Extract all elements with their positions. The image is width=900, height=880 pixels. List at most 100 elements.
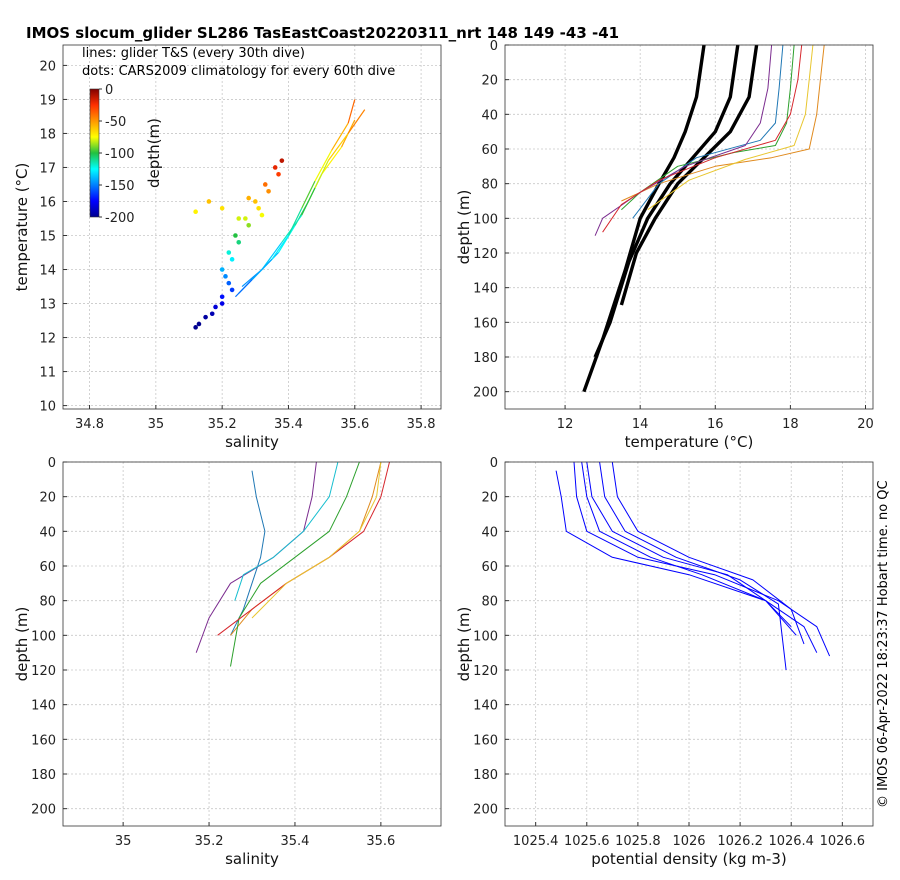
figure-title: IMOS slocum_glider SL286 TasEastCoast202…	[26, 24, 619, 42]
x-tick-label: 12	[557, 417, 574, 432]
x-tick-label: 35.6	[366, 834, 395, 849]
x-tick-label: 35	[115, 834, 132, 849]
y-tick-label: 0	[48, 456, 56, 471]
y-tick-label: 100	[31, 629, 56, 644]
x-axis-label: temperature (°C)	[625, 433, 754, 451]
glider-profile-line	[230, 470, 266, 636]
y-tick-label: 17	[39, 161, 56, 176]
climatology-dot	[223, 274, 228, 279]
y-tick-label: 120	[31, 664, 56, 679]
x-tick-label: 1025.4	[513, 834, 559, 849]
x-tick-label: 1026.2	[717, 834, 763, 849]
y-tick-label: 200	[473, 803, 498, 818]
x-axis-label: salinity	[225, 850, 279, 868]
x-tick-label: 18	[782, 417, 799, 432]
series-group	[555, 462, 831, 671]
x-tick-label: 1025.6	[564, 834, 610, 849]
climatology-dot	[272, 165, 278, 170]
climatology-dot	[246, 222, 251, 228]
series-group	[195, 462, 390, 667]
ts-line-segment	[234, 279, 253, 298]
y-tick-label: 19	[39, 93, 56, 108]
climatology-dot	[256, 205, 261, 211]
x-axis-label: salinity	[225, 433, 279, 451]
climatology-profile-line	[593, 45, 740, 358]
colorbar-tick-label: 0	[105, 83, 113, 98]
y-tick-label: 160	[473, 316, 498, 331]
colorbar-tick-label: -100	[105, 147, 135, 162]
y-tick-label: 0	[490, 39, 498, 54]
x-tick-label: 16	[707, 417, 724, 432]
y-tick-label: 10	[39, 400, 56, 415]
ts-line-segment	[301, 180, 316, 209]
panel-salinity_profile: 35 35.2 35.4 35.6 0 20 40 60 80 100 120 140 160 180 20…	[13, 456, 442, 868]
glider-profile-line	[632, 45, 784, 219]
y-tick-label: 160	[31, 733, 56, 748]
y-tick-label: 14	[39, 264, 56, 279]
climatology-dot	[243, 216, 248, 221]
y-tick-label: 15	[39, 230, 56, 245]
y-tick-label: 140	[473, 699, 498, 714]
y-tick-label: 80	[481, 178, 498, 193]
climatology-dot	[276, 171, 281, 177]
climatology-dot	[206, 199, 212, 204]
climatology-dot	[266, 188, 271, 194]
y-tick-label: 200	[473, 386, 498, 401]
ts-line-segment	[271, 235, 289, 260]
x-tick-label: 1026.6	[820, 834, 866, 849]
climatology-dot	[233, 233, 238, 238]
annotation-text: dots: CARS2009 climatology for every 60t…	[82, 64, 395, 79]
x-tick-label: 1026.4	[768, 834, 814, 849]
y-tick-label: 11	[39, 366, 56, 381]
y-tick-label: 40	[39, 525, 56, 540]
y-axis-label: depth (m)	[455, 190, 473, 265]
y-tick-label: 60	[39, 560, 56, 575]
colorbar-label: depth(m)	[145, 118, 163, 188]
glider-profile-line	[581, 462, 797, 636]
climatology-dot	[193, 209, 198, 214]
climatology-dot	[196, 321, 202, 327]
y-tick-label: 180	[31, 768, 56, 783]
climatology-dot	[219, 301, 225, 306]
y-tick-label: 16	[39, 195, 56, 210]
climatology-dot	[246, 195, 251, 201]
annotation-text: lines: glider T&S (every 30th dive)	[82, 46, 305, 61]
y-tick-label: 20	[481, 491, 498, 506]
climatology-dot	[236, 216, 242, 221]
climatology-dot	[203, 314, 208, 320]
y-tick-label: 100	[473, 629, 498, 644]
glider-profile-line	[611, 462, 805, 645]
x-tick-label: 35.2	[195, 834, 224, 849]
glider-profile-line	[555, 470, 818, 653]
ts-line-segment	[347, 109, 366, 134]
series-group	[193, 99, 366, 330]
axes-frame	[62, 44, 442, 410]
climatology-dot	[253, 199, 258, 204]
x-tick-label: 35	[148, 417, 165, 432]
climatology-dot	[229, 287, 235, 293]
climatology-dot	[226, 250, 232, 255]
y-tick-label: 200	[31, 803, 56, 818]
y-tick-label: 12	[39, 332, 56, 347]
y-tick-label: 160	[473, 733, 498, 748]
x-tick-label: 35.4	[274, 417, 303, 432]
y-tick-label: 20	[481, 74, 498, 89]
climatology-dot	[209, 311, 215, 317]
y-tick-label: 180	[473, 351, 498, 366]
x-axis-label: potential density (kg m-3)	[591, 850, 787, 868]
ts-line-segment	[251, 258, 273, 281]
ts-line-segment	[321, 146, 343, 175]
y-tick-label: 60	[481, 143, 498, 158]
climatology-profile-line	[619, 45, 759, 306]
colorbar	[89, 88, 100, 218]
panel-ts_diagram: 34.8 35 35.2 35.4 35.6 35.8 10 11 12 13 14 15 16 17 18…	[13, 44, 442, 451]
climatology-dot	[259, 212, 265, 218]
glider-profile-line	[594, 45, 773, 236]
climatology-dot	[229, 257, 235, 262]
y-tick-label: 80	[481, 595, 498, 610]
climatology-dot	[219, 205, 225, 211]
axes-frame	[62, 461, 442, 827]
ts-line-segment	[314, 160, 329, 189]
x-tick-label: 1025.8	[615, 834, 661, 849]
